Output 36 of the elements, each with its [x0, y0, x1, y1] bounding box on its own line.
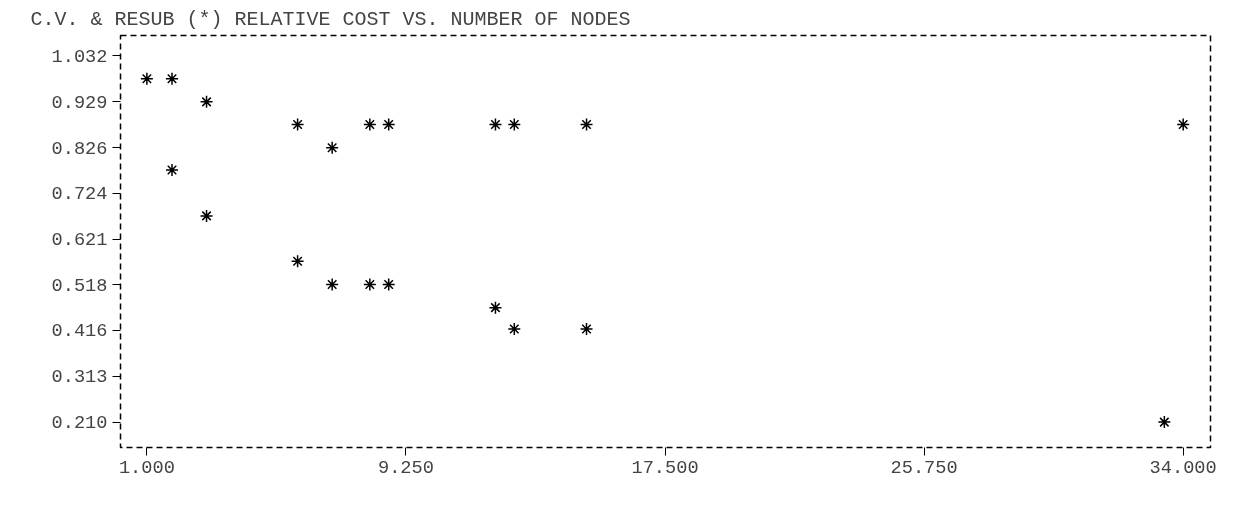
chart-title: C.V. & RESUB (*) RELATIVE COST VS. NUMBER OF NODES: [30, 7, 631, 31]
y-tick-label: 0.929: [51, 91, 108, 114]
point: [165, 163, 179, 177]
point: [199, 209, 214, 223]
point: [381, 117, 396, 132]
point: [579, 322, 594, 336]
x-tick-label: 9.250: [377, 456, 434, 479]
point: [488, 300, 503, 315]
point: [363, 277, 377, 292]
point: [363, 117, 377, 132]
point: [1176, 117, 1190, 132]
y-tick-label: 0.621: [51, 229, 108, 252]
y-tick-label: 0.416: [51, 320, 108, 343]
y-tick-label: 0.518: [51, 274, 108, 297]
point: [507, 322, 522, 336]
x-tick-label: 25.750: [890, 456, 958, 479]
y-tick-label: 0.724: [51, 183, 108, 206]
point: [290, 254, 305, 269]
point: [325, 277, 339, 292]
point: [290, 117, 305, 132]
point: [488, 117, 503, 132]
point: [199, 95, 214, 109]
point: [140, 71, 154, 86]
point: [579, 117, 594, 132]
point: [1157, 415, 1172, 429]
point: [325, 140, 339, 155]
x-tick-label: 1.000: [118, 456, 175, 479]
y-tick-label: 0.826: [51, 137, 108, 160]
x-tick-label: 34.000: [1149, 456, 1217, 479]
point: [165, 71, 179, 86]
y-tick-label: 1.032: [51, 45, 108, 68]
x-tick-label: 17.500: [631, 456, 699, 479]
y-tick-label: 0.313: [51, 366, 108, 389]
y-tick-label: 0.210: [51, 412, 108, 435]
point: [507, 117, 522, 132]
point: [381, 277, 396, 292]
